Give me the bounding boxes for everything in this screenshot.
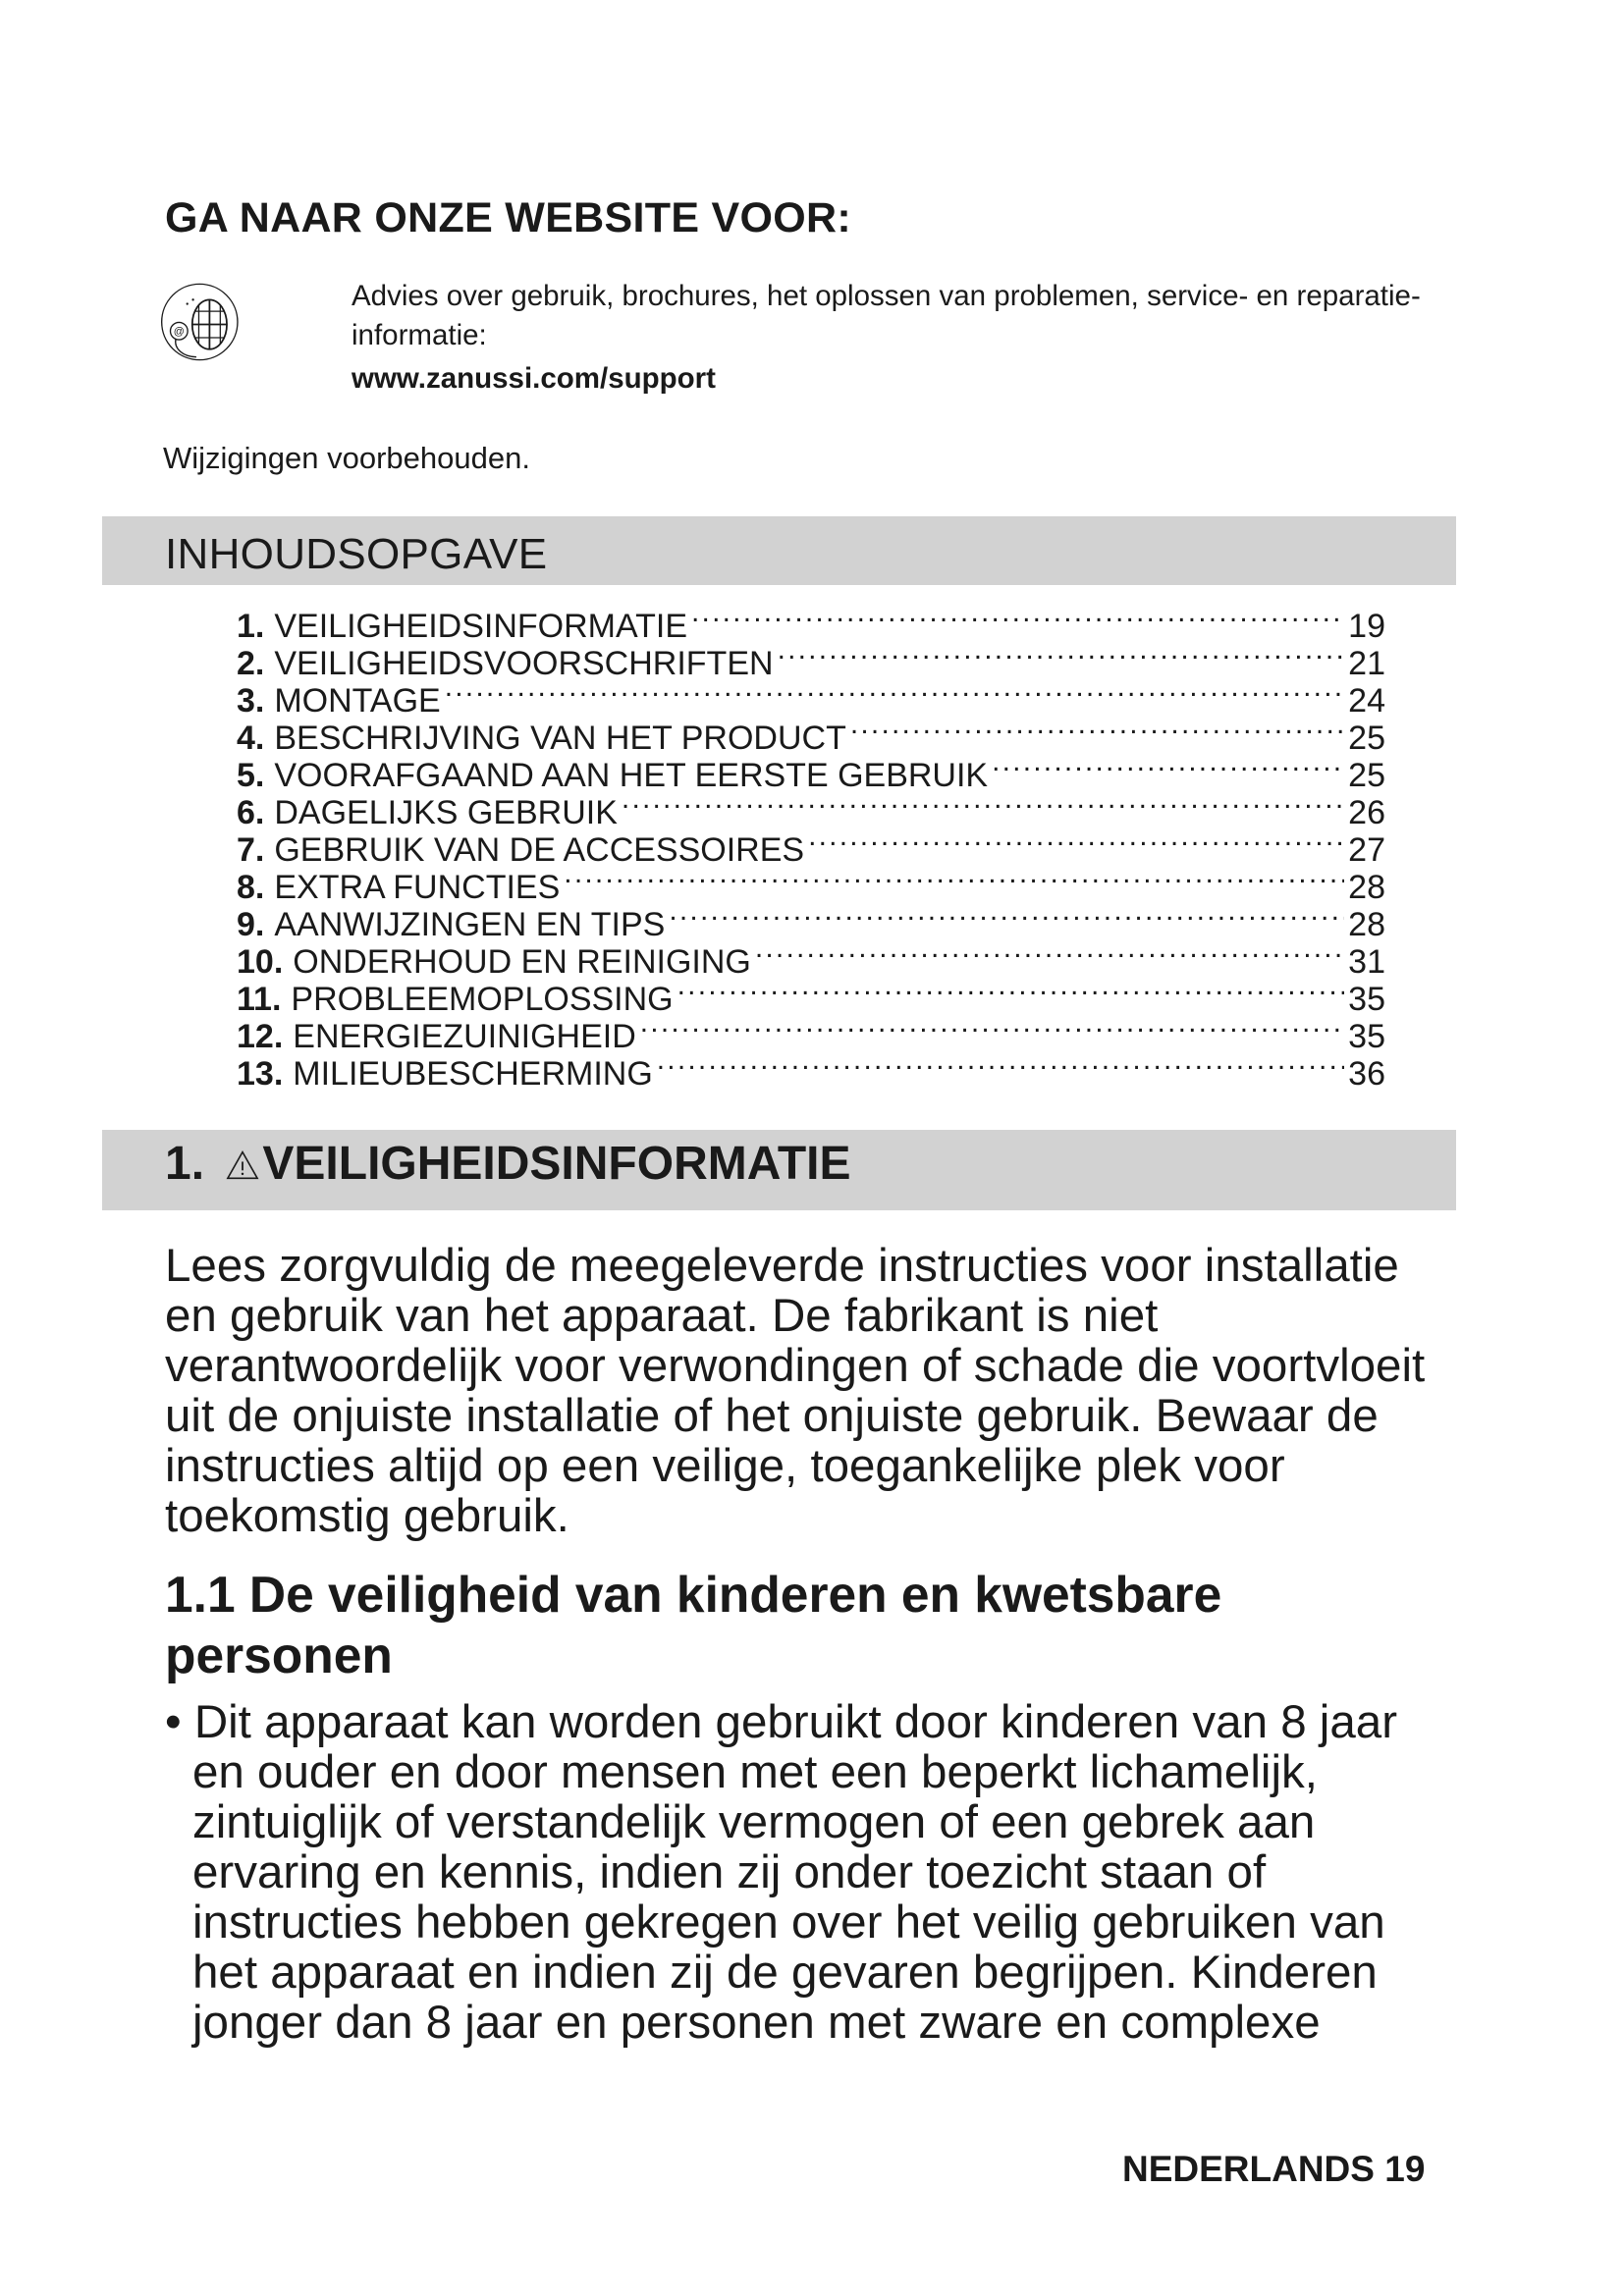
svg-text:@: @ (174, 326, 185, 338)
